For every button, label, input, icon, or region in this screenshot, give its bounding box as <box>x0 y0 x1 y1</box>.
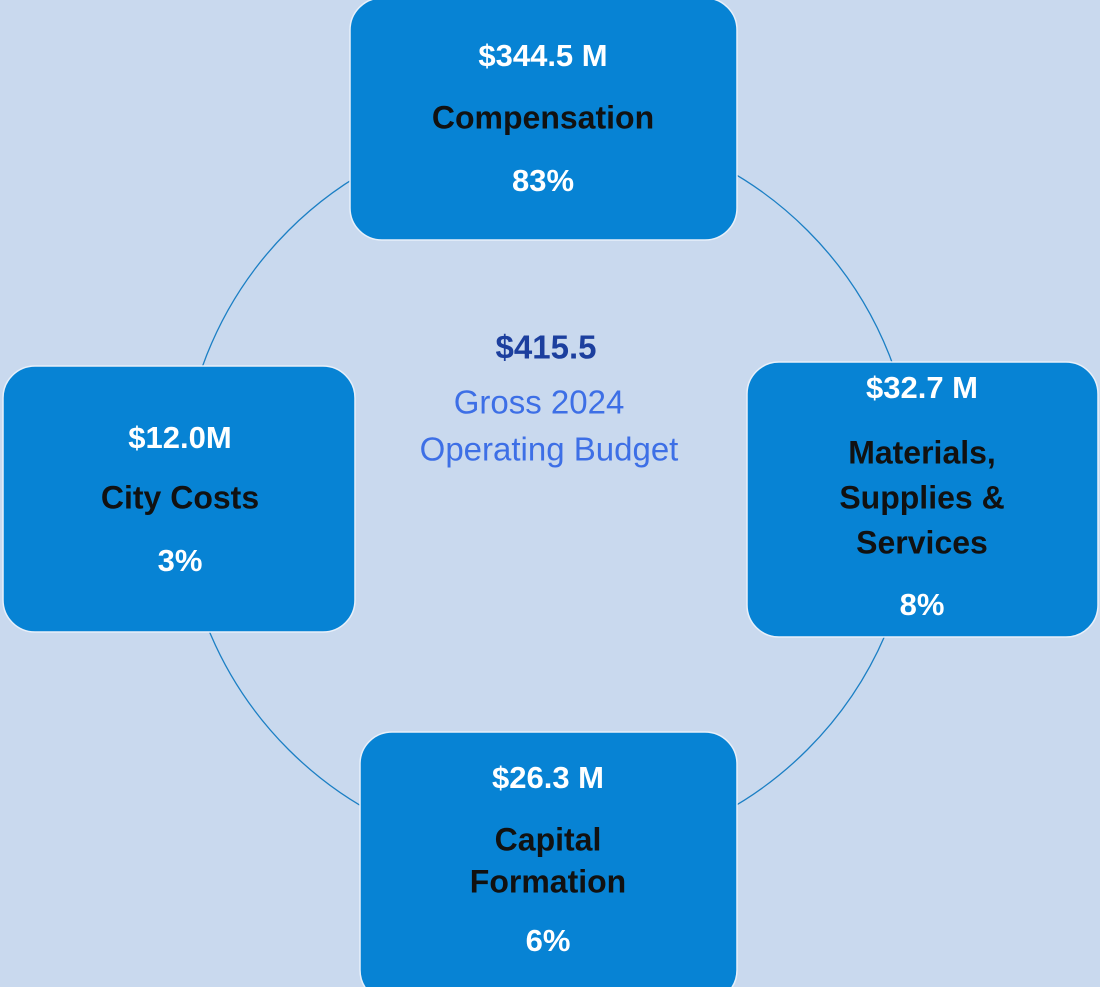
node-box <box>2 365 356 633</box>
node-percent: 3% <box>158 543 203 578</box>
node-name: Compensation <box>432 99 654 135</box>
node-box <box>359 731 738 987</box>
node-box <box>349 0 738 241</box>
node-name: Capital <box>495 821 602 857</box>
center-label: Gross 2024 <box>454 384 625 421</box>
node-name: Services <box>856 524 988 560</box>
center-label: Operating Budget <box>420 431 679 468</box>
node-name: Supplies & <box>839 479 1004 515</box>
node-name: Formation <box>470 863 626 899</box>
node-box <box>746 361 1099 638</box>
node-percent: 8% <box>900 587 945 622</box>
node-name: Materials, <box>848 434 996 470</box>
center-amount: $415.5 <box>496 329 597 366</box>
node-amount: $12.0M <box>128 420 231 455</box>
node-percent: 6% <box>526 923 571 958</box>
node-amount: $344.5 M <box>478 38 607 73</box>
node-amount: $32.7 M <box>866 370 978 405</box>
node-name: City Costs <box>101 479 259 515</box>
node-amount: $26.3 M <box>492 760 604 795</box>
node-percent: 83% <box>512 163 574 198</box>
